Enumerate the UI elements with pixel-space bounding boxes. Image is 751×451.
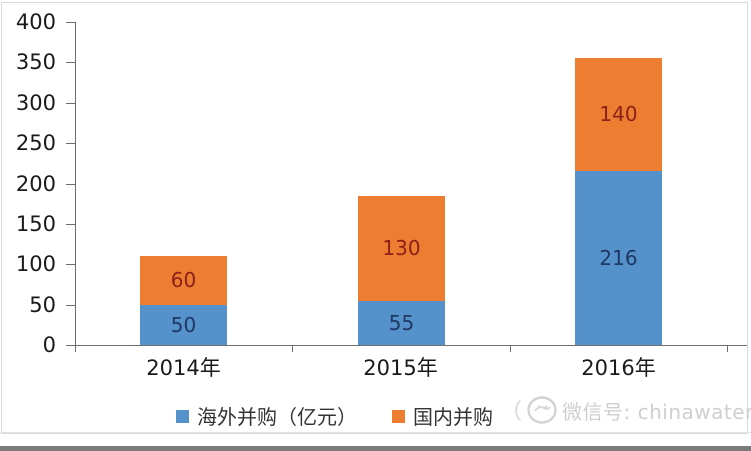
bar-value-label: 50: [170, 313, 197, 337]
watermark: （ 微信号: chinawaternet: [500, 394, 751, 426]
y-tick-label: 250: [15, 131, 56, 155]
y-tick-label: 0: [42, 333, 56, 357]
x-axis-label: 2016年: [581, 356, 656, 380]
y-tick: [66, 22, 75, 23]
legend-item-overseas: 海外并购（亿元）: [176, 401, 357, 430]
y-tick-label: 100: [15, 252, 56, 276]
bar-segment: [140, 305, 227, 345]
y-tick: [66, 264, 75, 265]
chart-bottom-divider: [0, 432, 751, 433]
y-tick-label: 300: [15, 91, 56, 115]
y-tick-label: 150: [15, 212, 56, 236]
y-axis-line: [75, 22, 76, 345]
y-tick: [66, 184, 75, 185]
bar-value-label: 140: [599, 102, 638, 126]
bar-value-label: 216: [599, 246, 638, 270]
x-axis-line: [66, 345, 747, 346]
bar-segment: [575, 58, 662, 171]
y-tick-label: 50: [29, 293, 56, 317]
wechat-logo-icon: [526, 395, 558, 425]
legend-swatch-overseas: [176, 410, 189, 423]
y-tick-label: 350: [15, 50, 56, 74]
y-tick-label: 200: [15, 172, 56, 196]
y-tick: [66, 62, 75, 63]
bar-segment: [140, 256, 227, 305]
bar-segment: [575, 171, 662, 345]
y-tick: [66, 305, 75, 306]
bar-value-label: 60: [170, 268, 197, 292]
bar-value-label: 55: [388, 311, 415, 335]
x-tick: [292, 345, 293, 352]
legend-swatch-domestic: [392, 410, 405, 423]
bar-value-label: 130: [382, 236, 421, 260]
watermark-text: 微信号: chinawaternet: [562, 399, 751, 424]
bar-segment: [358, 196, 445, 301]
x-axis-label: 2015年: [363, 356, 438, 380]
legend-label-domestic: 国内并购: [413, 405, 493, 429]
bar-segment: [358, 301, 445, 345]
x-tick: [727, 345, 728, 352]
x-tick: [510, 345, 511, 352]
y-tick: [66, 143, 75, 144]
y-tick: [66, 345, 75, 346]
obscured-parenthesis: （: [500, 400, 523, 425]
y-tick: [66, 103, 75, 104]
bottom-bar: [0, 446, 751, 451]
y-tick-label: 400: [15, 10, 56, 34]
legend-item-domestic: 国内并购: [392, 401, 493, 430]
x-axis-label: 2014年: [146, 356, 221, 380]
x-tick: [75, 345, 76, 352]
legend-label-overseas: 海外并购（亿元）: [197, 405, 357, 429]
y-tick: [66, 224, 75, 225]
